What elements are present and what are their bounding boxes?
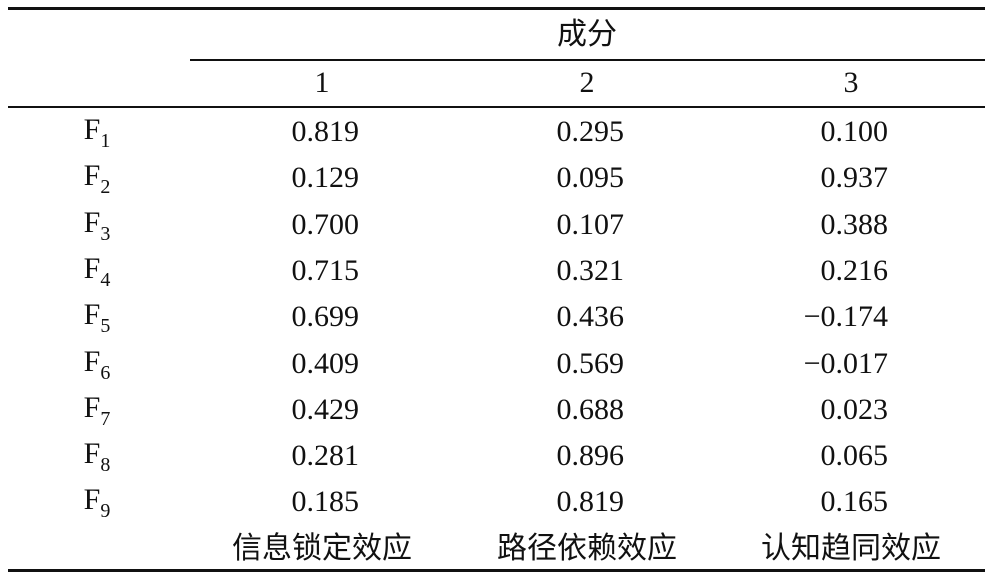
row-label: F7 <box>83 390 111 429</box>
component-name: 认知趋同效应 <box>761 532 941 565</box>
row-label-subscript: 1 <box>100 130 111 152</box>
cell-value: 0.569 <box>556 346 625 380</box>
cell-value: 0.819 <box>556 485 625 519</box>
row-label-subscript: 3 <box>100 222 111 245</box>
row-label-text: F <box>83 251 101 285</box>
cell-value: 0.409 <box>291 346 360 380</box>
cell-value: 0.700 <box>291 207 360 241</box>
cell-value: 0.819 <box>291 115 360 148</box>
row-label-subscript: 5 <box>100 315 111 338</box>
cell-value: 0.295 <box>556 115 625 148</box>
cell-value: −0.174 <box>803 300 888 334</box>
cell-value: 0.688 <box>556 392 625 426</box>
header-rule <box>8 106 985 108</box>
row-label-text: F <box>83 113 101 146</box>
cell-value: 0.107 <box>556 207 625 241</box>
cell-value: 0.436 <box>556 300 625 334</box>
row-label-subscript: 7 <box>100 407 111 430</box>
cell-value: 0.388 <box>820 207 889 241</box>
cell-value: 0.281 <box>291 439 360 473</box>
component-name: 路径依赖效应 <box>497 532 677 565</box>
row-label-text: F <box>83 205 101 239</box>
cell-value: 0.065 <box>820 439 889 473</box>
cell-value: 0.699 <box>291 300 360 334</box>
row-label-text: F <box>83 159 101 193</box>
row-label: F6 <box>83 344 111 383</box>
cell-value: 0.321 <box>556 253 625 287</box>
column-header: 3 <box>843 66 859 99</box>
row-label: F9 <box>83 482 111 521</box>
cell-value: 0.896 <box>556 439 625 473</box>
row-label: F4 <box>83 251 111 290</box>
cell-value: 0.715 <box>291 253 360 287</box>
row-label-subscript: 2 <box>100 176 111 199</box>
row-label-text: F <box>83 483 101 517</box>
group-rule <box>190 59 985 61</box>
group-header: 成分 <box>557 18 617 51</box>
row-label: F5 <box>83 297 111 336</box>
row-label: F8 <box>83 436 111 475</box>
column-header: 2 <box>579 66 595 99</box>
cell-value: −0.017 <box>803 346 888 380</box>
cell-value: 0.095 <box>556 161 625 195</box>
top-rule <box>8 7 985 10</box>
row-label-subscript: 9 <box>100 500 111 523</box>
cell-value: 0.129 <box>291 161 360 195</box>
component-name: 信息锁定效应 <box>232 532 412 565</box>
cell-value: 0.429 <box>291 392 360 426</box>
cell-value: 0.216 <box>820 253 889 287</box>
bottom-rule <box>8 569 985 572</box>
column-header: 1 <box>314 66 330 99</box>
cell-value: 0.937 <box>820 161 889 195</box>
cell-value: 0.185 <box>291 485 360 519</box>
row-label-text: F <box>83 390 101 424</box>
cell-value: 0.023 <box>820 392 889 426</box>
row-label: F2 <box>83 158 111 197</box>
row-label-text: F <box>83 344 101 378</box>
cell-value: 0.100 <box>820 115 889 148</box>
row-label-subscript: 6 <box>100 361 111 384</box>
row-label-subscript: 4 <box>100 268 111 291</box>
row-label-text: F <box>83 298 101 332</box>
cell-value: 0.165 <box>820 485 889 519</box>
row-label: F1 <box>83 112 111 151</box>
row-label-text: F <box>83 437 101 471</box>
row-label-subscript: 8 <box>100 454 111 477</box>
row-label: F3 <box>83 205 111 244</box>
